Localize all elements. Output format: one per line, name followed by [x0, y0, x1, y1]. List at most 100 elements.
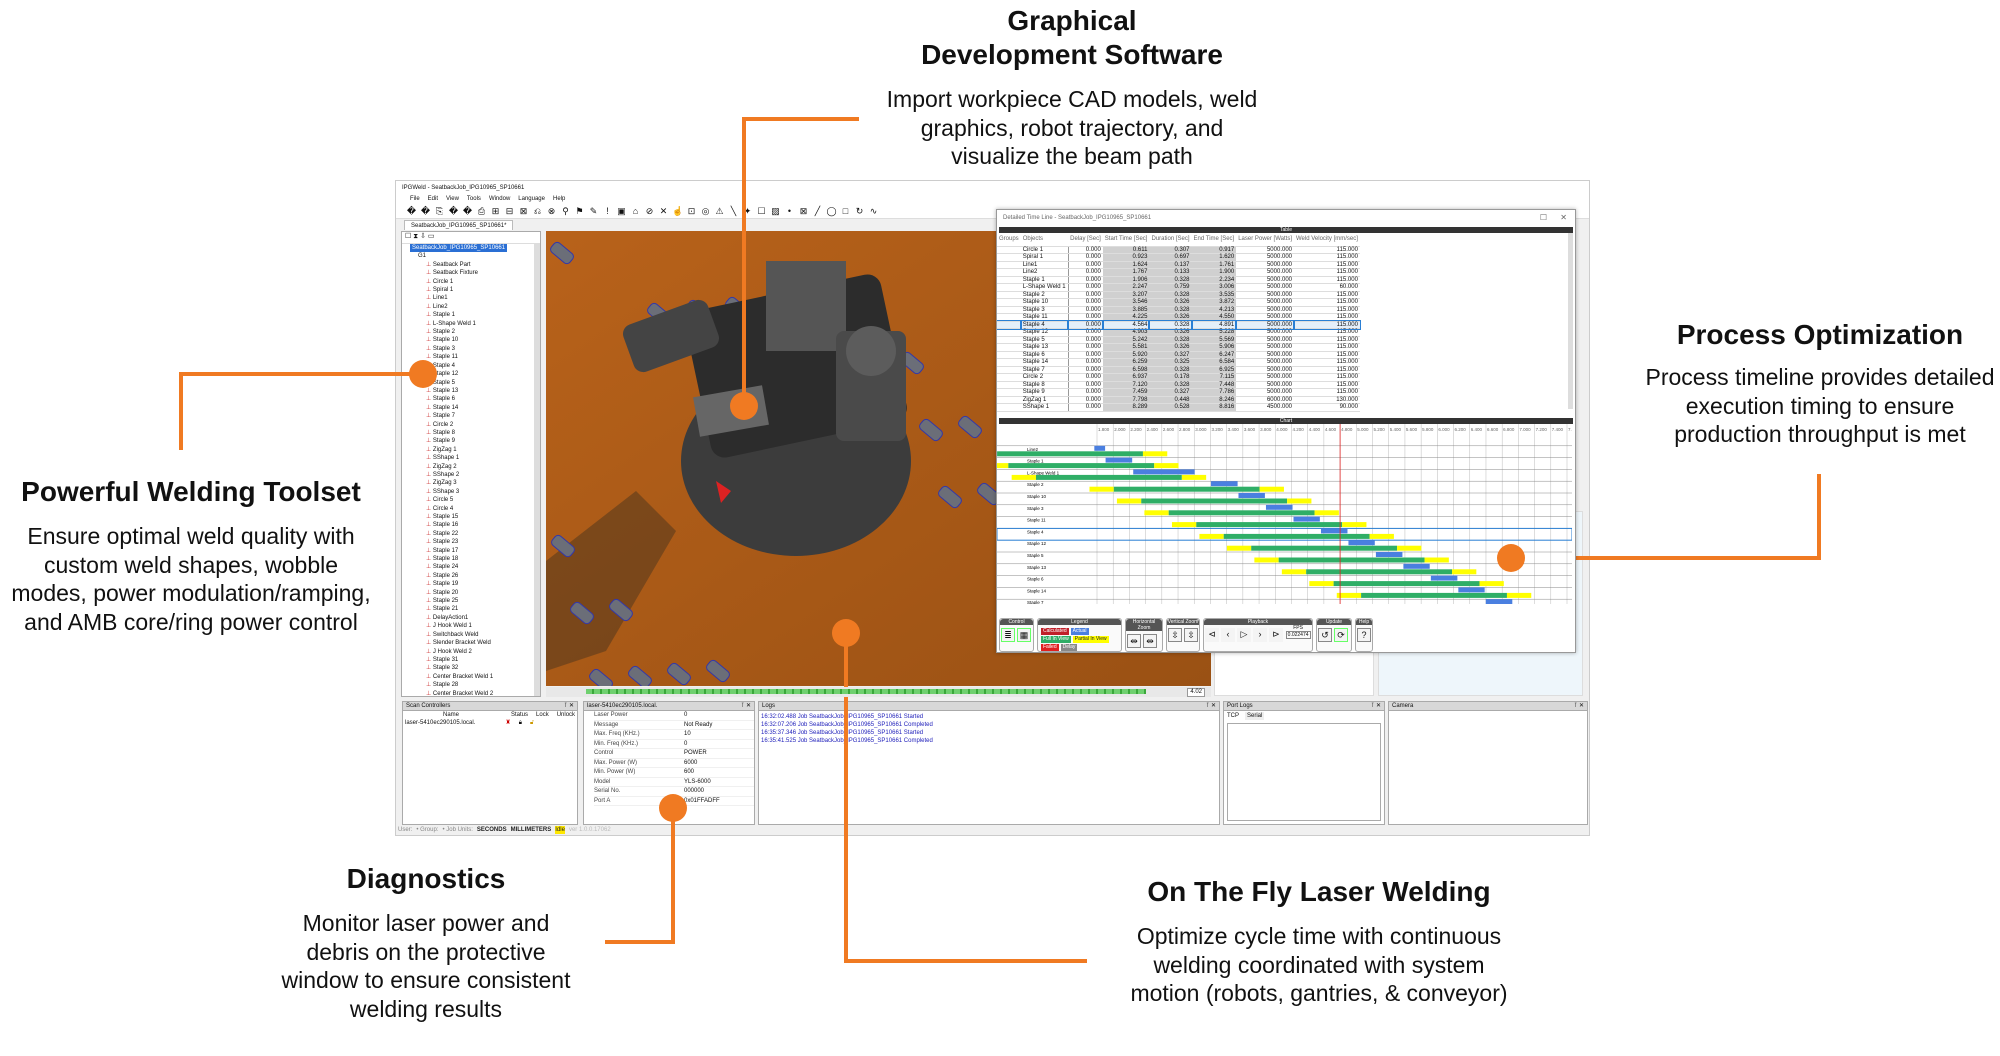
toolbar-icon[interactable]: ╲ — [730, 206, 737, 216]
tree-item[interactable]: ⊥ Staple 22 — [410, 530, 540, 538]
tree-item[interactable]: ⊥ Staple 11 — [410, 353, 540, 361]
scan-controller-row[interactable]: laser-5410ec290105.local. ♜ 🔒︎ 🔓︎ — [403, 719, 577, 727]
toolbar-icon[interactable]: □ — [842, 206, 849, 216]
tree-item[interactable]: ⊥ Staple 15 — [410, 513, 540, 521]
toolbar-icon[interactable]: ✎ — [589, 206, 598, 216]
table-row[interactable]: Staple 5 0.000 5.242 0.328 5.569 5000.000 115.… — [997, 336, 1360, 344]
tree-item[interactable]: ⊥ Staple 24 — [410, 563, 540, 571]
tree-item[interactable]: ⊥ Staple 28 — [410, 681, 540, 689]
zoom-in-v-button[interactable]: ⇳ — [1168, 628, 1182, 642]
tree-item[interactable]: ⊥ Center Bracket Weld 1 — [410, 673, 540, 681]
tree-item[interactable]: ⊥ Staple 16 — [410, 521, 540, 529]
toolbar-icon[interactable]: ! — [606, 206, 609, 216]
tree-scrollbar[interactable] — [534, 244, 540, 696]
tree-item[interactable]: ⊥ Staple 10 — [410, 336, 540, 344]
tree-item[interactable]: ⊥ Seatback Part — [410, 261, 540, 269]
table-row[interactable]: Staple 8 0.000 7.120 0.328 7.448 5000.000 115.… — [997, 381, 1360, 389]
prev-icon[interactable]: ‹ — [1221, 628, 1235, 642]
table-row[interactable]: Staple 14 0.000 6.259 0.325 6.584 5000.000 115… — [997, 358, 1360, 367]
menu-item-tools[interactable]: Tools — [466, 196, 481, 202]
tree-item[interactable]: ⊥ L-Shape Weld 1 — [410, 320, 540, 328]
maximize-icon[interactable]: ☐ — [1539, 213, 1547, 222]
tree-item[interactable]: ⊥ Staple 21 — [410, 605, 540, 613]
table-row[interactable]: Staple 9 0.000 7.459 0.327 7.786 5000.000 115.… — [997, 388, 1360, 397]
tree-item[interactable]: ⊥ Switchback Weld — [410, 631, 540, 639]
tree-item[interactable]: ⊥ Staple 17 — [410, 547, 540, 555]
toolbar-icon[interactable]: ▣ — [617, 206, 626, 216]
tree-item[interactable]: ⊥ Staple 18 — [410, 555, 540, 563]
tree-item[interactable]: ⊥ ZigZag 2 — [410, 463, 540, 471]
column-header[interactable]: Unlock — [556, 712, 576, 718]
fps-input[interactable]: 0.022474 — [1285, 631, 1311, 639]
menu-item-edit[interactable]: Edit — [427, 196, 439, 202]
tree-item[interactable]: ⊥ Circle 2 — [410, 421, 540, 429]
refresh-icon[interactable]: ↺ — [1318, 628, 1332, 642]
auto-update-icon[interactable]: ⟳ — [1334, 628, 1348, 642]
pin-close-icons[interactable]: ⊺ ✕ — [741, 703, 751, 709]
toolbar-icon[interactable]: ⊠ — [519, 206, 528, 216]
menu-item-file[interactable]: File — [410, 196, 420, 202]
tree-item[interactable]: ⊥ Staple 7 — [410, 412, 540, 420]
tree-item[interactable]: ⊥ Staple 1 — [410, 311, 540, 319]
tree-item[interactable]: ⊥ SShape 2 — [410, 471, 540, 479]
tree-item[interactable]: ⊥ Staple 23 — [410, 538, 540, 546]
pin-close-icons[interactable]: ⊺ ✕ — [1206, 703, 1216, 709]
tree-item[interactable]: ⊥ Spiral 1 — [410, 286, 540, 294]
table-row[interactable]: Staple 3 0.000 3.885 0.328 4.213 5000.000 115.… — [997, 306, 1360, 314]
table-row[interactable]: Staple 4 0.000 4.564 0.328 4.891 5000.000 115.… — [997, 320, 1361, 330]
tree-item[interactable]: ⊥ Circle 1 — [410, 278, 540, 286]
column-header[interactable]: Start Time [Sec] — [1102, 233, 1150, 247]
gantt-view-button[interactable]: ≣ — [1001, 628, 1015, 642]
toolbar-icon[interactable]: ☝ — [672, 206, 684, 216]
next-icon[interactable]: › — [1253, 628, 1267, 642]
zoom-out-v-button[interactable]: ⇳ — [1184, 628, 1198, 642]
tree-item[interactable]: ⊥ Staple 26 — [410, 572, 540, 580]
play-icon[interactable]: ▷ — [1237, 628, 1251, 642]
table-row[interactable]: Staple 11 0.000 4.225 0.326 4.550 5000.000 115… — [997, 313, 1360, 322]
table-row[interactable]: Staple 6 0.000 5.920 0.327 6.247 5000.000 115.… — [997, 351, 1360, 359]
lock-icon[interactable]: 🔒︎ — [518, 720, 522, 726]
toolbar-icon[interactable]: ∿ — [869, 206, 878, 216]
toolbar-icon[interactable]: � — [462, 206, 473, 216]
document-tab[interactable]: SeatbackJob_IPG10965_SP10661* — [404, 220, 514, 230]
toolbar-icon[interactable]: ⎌ — [533, 206, 542, 216]
tree-item[interactable]: ⊥ Staple 14 — [410, 404, 540, 412]
column-header[interactable]: Weld Velocity [mm/sec] — [1294, 233, 1360, 247]
tree-item[interactable]: ⊥ Center Bracket Weld 2 — [410, 690, 540, 698]
table-row[interactable]: Circle 2 0.000 6.937 0.178 7.115 5000.000 115.… — [997, 373, 1360, 382]
toolbar-icon[interactable]: ◎ — [701, 206, 710, 216]
toolbar-icon[interactable]: ▨ — [771, 206, 780, 216]
tree-item[interactable]: ⊥ Circle 5 — [410, 496, 540, 504]
toolbar-icon[interactable]: ◯ — [826, 206, 837, 216]
table-row[interactable]: Staple 13 0.000 5.581 0.326 5.906 5000.000 115… — [997, 343, 1360, 352]
tree-group[interactable]: G1 — [418, 253, 427, 260]
tab-tcp[interactable]: TCP — [1227, 713, 1239, 719]
tree-item[interactable]: ⊥ Staple 2 — [410, 328, 540, 336]
tree-item[interactable]: ⊥ Line2 — [410, 303, 540, 311]
tree-item[interactable]: ⊥ Staple 13 — [410, 387, 540, 395]
toolbar-icon[interactable]: ↻ — [855, 206, 864, 216]
table-row[interactable]: Staple 1 0.000 1.906 0.328 2.234 5000.000 115.… — [997, 276, 1360, 284]
toolbar-icon[interactable]: ✕ — [659, 206, 668, 216]
toolbar-icon[interactable]: ⊡ — [687, 206, 696, 216]
tree-item[interactable]: ⊥ Staple 31 — [410, 656, 540, 664]
table-row[interactable]: ZigZag 1 0.000 7.798 0.448 8.246 6000.000 130.… — [997, 396, 1360, 404]
tree-item[interactable]: ⊥ SShape 3 — [410, 488, 540, 496]
table-view-button[interactable]: ▦ — [1017, 628, 1031, 642]
toolbar-icon[interactable]: ⚑ — [575, 206, 584, 216]
tree-item[interactable]: ⊥ Staple 6 — [410, 395, 540, 403]
column-header[interactable]: Duration [Sec] — [1149, 233, 1192, 247]
menu-item-window[interactable]: Window — [488, 196, 511, 202]
tree-item[interactable]: ⊥ Line1 — [410, 294, 540, 302]
toolbar-icon[interactable]: ⚲ — [562, 206, 569, 216]
tab-serial[interactable]: Serial — [1245, 712, 1265, 720]
tree-item[interactable]: ⊥ Staple 32 — [410, 664, 540, 672]
toolbar-icon[interactable]: ⊠ — [799, 206, 808, 216]
tree-item[interactable]: ⊥ Seatback Fixture — [410, 269, 540, 277]
tree-item[interactable]: ⊥ Slender Bracket Weld — [410, 639, 540, 647]
toolbar-icon[interactable]: ⌂ — [632, 206, 639, 216]
zoom-in-h-button[interactable]: ⇹ — [1127, 634, 1141, 648]
tree-item[interactable]: ⊥ Staple 20 — [410, 589, 540, 597]
table-row[interactable]: Circle 1 0.000 0.611 0.307 0.917 5000.000 115.… — [997, 246, 1360, 254]
tree-item[interactable]: ⊥ DelayAction1 — [410, 614, 540, 622]
